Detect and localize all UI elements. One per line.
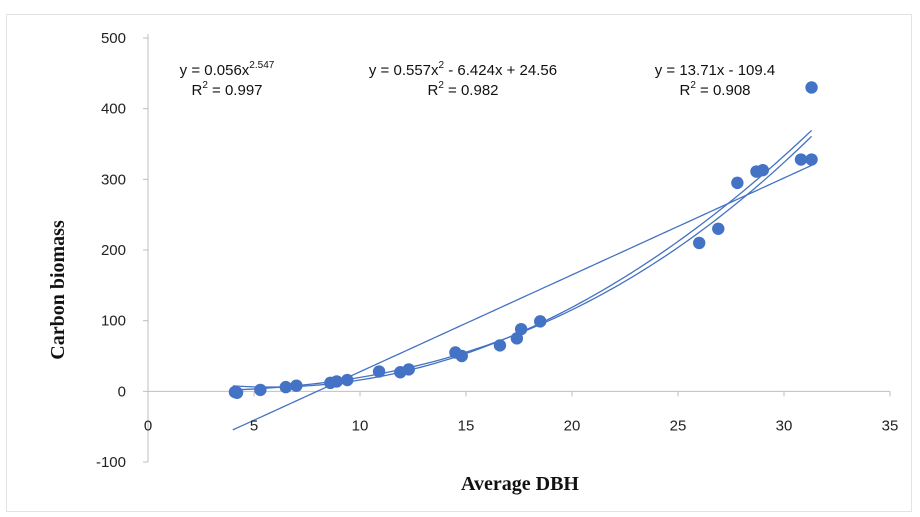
- data-point: [534, 315, 547, 328]
- y-tick-label: -100: [96, 454, 126, 471]
- trend-equation-label: y = 0.056x2.547: [180, 60, 275, 79]
- data-point: [372, 365, 386, 378]
- chart-frame: [6, 14, 912, 512]
- data-point: [794, 153, 808, 166]
- data-point: [514, 322, 528, 336]
- y-axis-title: Carbon biomass: [47, 220, 69, 360]
- trend-equation-label: y = 0.557x2 - 6.424x + 24.56: [369, 60, 557, 79]
- data-point: [756, 163, 769, 177]
- x-tick-label: 25: [670, 417, 687, 434]
- data-point: [330, 375, 343, 388]
- y-tick-label: 400: [101, 101, 126, 118]
- r-squared-label: R2 = 0.982: [427, 80, 498, 99]
- r-squared-label: R2 = 0.908: [679, 80, 750, 99]
- points-layer: [228, 81, 818, 399]
- trend-equation-label: y = 13.71x - 109.4: [655, 62, 776, 79]
- trendline-polynomial: [232, 129, 813, 388]
- y-tick-label: 300: [101, 171, 126, 188]
- tick-labels-layer: 0 5 10 15 20 25 30 35 -100 0 100 200 300 400 500: [96, 30, 898, 471]
- trendline-power: [232, 135, 813, 391]
- x-tick-label: 5: [250, 417, 258, 434]
- data-point: [805, 81, 818, 94]
- data-point: [693, 236, 706, 250]
- data-point: [230, 386, 244, 399]
- data-point: [731, 176, 744, 190]
- data-point: [455, 349, 468, 363]
- x-axis-title: Average DBH: [461, 473, 579, 495]
- x-tick-label: 35: [882, 417, 899, 434]
- data-point: [402, 363, 415, 376]
- x-tick-label: 30: [776, 417, 793, 434]
- trendline-layer: [232, 129, 813, 431]
- y-tick-label: 500: [101, 30, 126, 47]
- data-point: [290, 379, 303, 392]
- y-tick-label: 0: [118, 383, 126, 400]
- x-tick-label: 0: [144, 417, 152, 434]
- data-point: [341, 373, 354, 387]
- data-point: [493, 339, 507, 352]
- data-point: [712, 222, 725, 235]
- x-tick-label: 20: [564, 417, 581, 434]
- r-squared-label: R2 = 0.997: [191, 80, 262, 99]
- y-tick-label: 100: [101, 313, 126, 330]
- y-tick-label: 200: [101, 242, 126, 259]
- x-tick-label: 10: [352, 417, 369, 434]
- data-point: [279, 380, 292, 394]
- trendline-linear: [232, 164, 812, 431]
- data-point: [805, 153, 818, 166]
- x-tick-label: 15: [458, 417, 475, 434]
- data-point: [254, 383, 267, 397]
- axes-layer: [143, 34, 891, 463]
